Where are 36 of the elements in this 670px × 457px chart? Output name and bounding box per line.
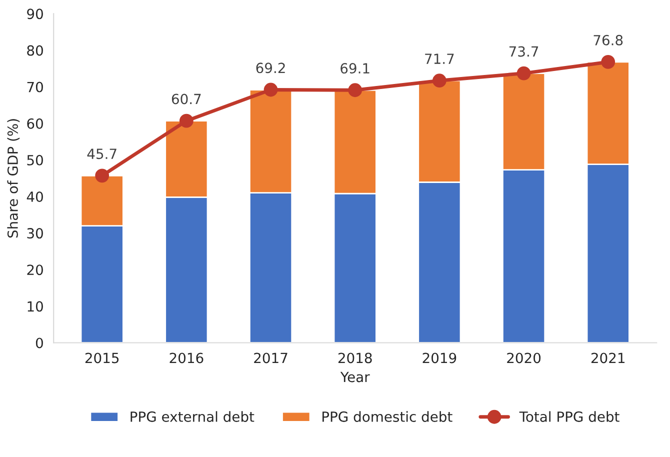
data-label: 73.7 [509,46,538,57]
point [516,66,531,80]
x-tick-label: 2016 [170,352,204,364]
x-tick-label: 2021 [591,352,624,364]
y-tick-label: 60 [27,118,43,129]
data-label: 76.8 [594,34,623,46]
y-tick-label: 80 [27,45,43,56]
x-tick-label: 2017 [254,352,288,364]
data-label: 71.7 [425,54,454,64]
y-tick-label: 90 [27,8,43,20]
data-label: 60.7 [172,94,201,104]
legend-label: Total PPG debt [519,411,620,422]
x-tick-label: 2018 [338,352,372,364]
x-tick-label: 2020 [507,352,541,364]
data-label: 45.7 [87,148,116,160]
y-tick-label: 10 [28,301,43,312]
legend-label: PPG domestic debt [322,411,452,422]
legend-label: PPG external debt [130,411,254,422]
y-tick-label: 30 [27,228,43,239]
point [348,83,362,98]
point [432,74,446,88]
point [264,82,278,97]
y-tick-label: 40 [26,191,43,202]
x-axis-title: Year [340,372,370,382]
y-tick-label: 0 [36,338,43,348]
point [179,114,194,128]
y-tick-label: 20 [27,264,43,276]
data-label: 69.1 [340,63,370,74]
x-tick-label: 2015 [85,352,119,364]
point [601,55,616,69]
y-tick-label: 50 [27,154,43,166]
y-axis-title: Share of GDP (%) [7,119,20,238]
data-label: 69.2 [256,62,285,74]
x-tick-label: 2019 [422,352,456,364]
point [95,168,110,183]
y-tick-label: 70 [27,82,43,92]
